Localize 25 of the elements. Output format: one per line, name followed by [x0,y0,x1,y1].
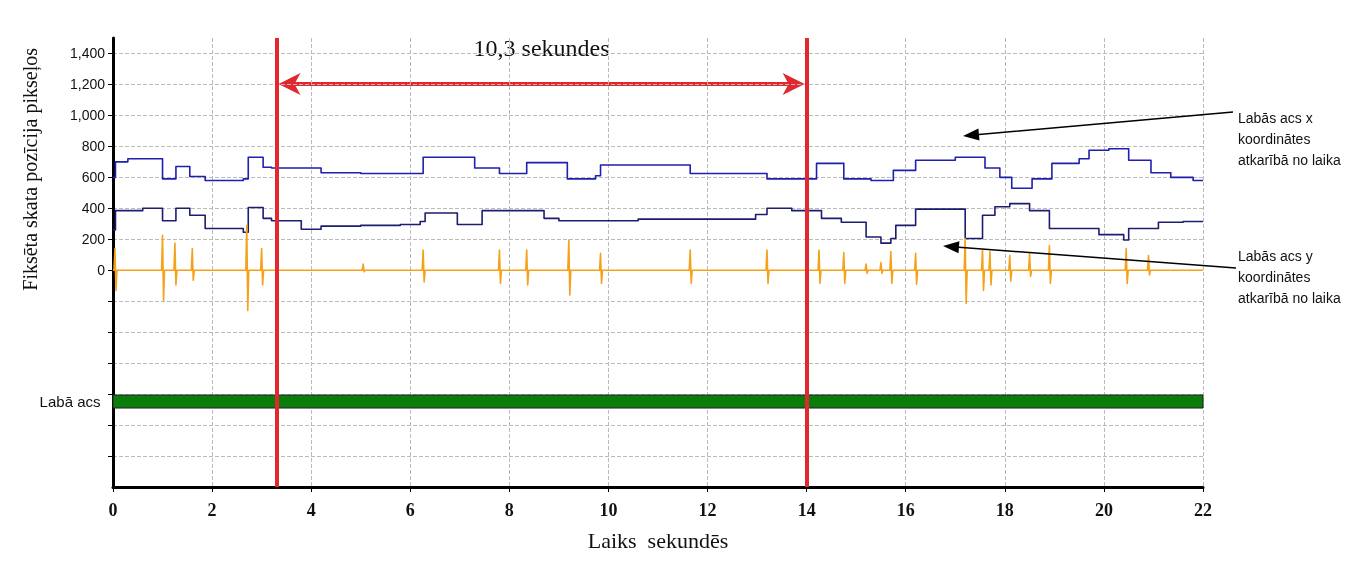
y-tick-label: 1,400 [69,45,106,62]
x-tick-label: 10 [599,500,618,520]
x-tick-label: 14 [797,500,816,520]
x-tick-label: 22 [1194,500,1212,520]
y-tick-label: 400 [81,200,106,217]
x-tick-label: 6 [405,500,415,520]
y-tick-label: 600 [81,169,106,186]
x-tick-label: 12 [698,500,717,520]
x-axis-title: Laiks sekundēs [587,527,729,553]
y-tick-label: 1,200 [69,76,106,93]
text: Labās acs y koordinātes atkarībā no laika [1238,247,1342,308]
x-tick-label: 16 [896,500,915,520]
x-tick-label: 4 [306,500,316,520]
band-label: Labā acs [39,393,101,411]
y-axis-title: Fiksēta skata pozīcija pikseļos [19,47,42,291]
y-tick-label: 800 [81,138,106,155]
x-tick-label: 8 [504,500,514,520]
x-tick-label: 18 [995,500,1014,520]
x-tick-label: 2 [207,500,217,520]
y-tick-label: 0 [97,262,106,279]
x-tick-label: 20 [1094,500,1113,520]
y-tick-label: 1,000 [69,107,106,124]
line-series [112,224,1204,312]
text: Labās acs x koordinātes atkarībā no laika [1238,109,1342,170]
y-tick-label: 200 [81,231,106,248]
